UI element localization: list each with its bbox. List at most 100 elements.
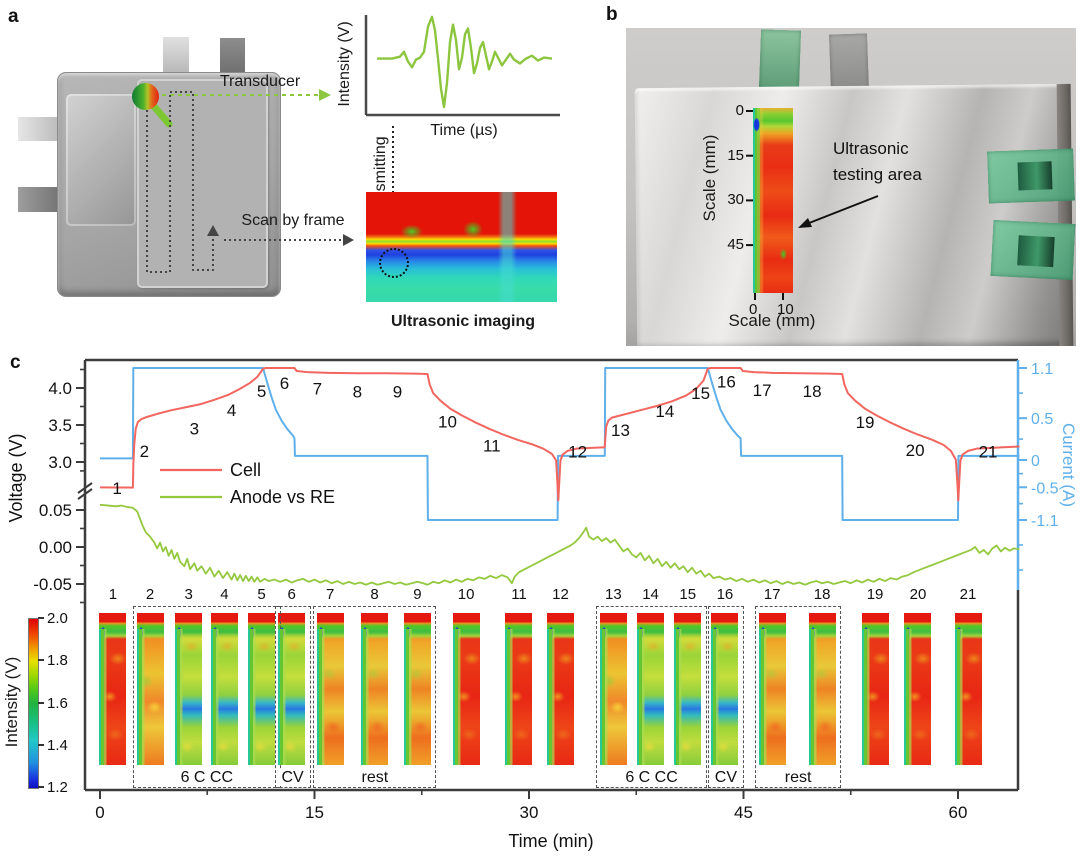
cycle-point-number: 21 xyxy=(979,443,998,462)
ultrasonic-frame xyxy=(808,613,836,765)
colorbar-tick xyxy=(38,617,44,619)
ultrasonic-frame xyxy=(316,613,344,765)
panel-b-ytick: 45 xyxy=(727,236,744,254)
phase-label: rest xyxy=(359,769,391,786)
frame-number: 4 xyxy=(220,586,229,603)
ultrasonic-frame xyxy=(599,613,627,765)
colorbar-tick-label: 2.0 xyxy=(47,610,68,627)
legend-label: Cell xyxy=(230,460,261,480)
cycle-point-number: 8 xyxy=(353,383,362,402)
ultrasonic-frame xyxy=(861,613,889,765)
ultrasonic-frame xyxy=(99,613,127,765)
cycle-point-number: 19 xyxy=(856,413,875,432)
frame-number: 10 xyxy=(457,586,475,603)
phase-box: rest xyxy=(755,606,842,788)
frame-number: 13 xyxy=(605,586,622,603)
ultrasonic-imaging-heatmap xyxy=(366,192,557,302)
intensity-colorbar xyxy=(28,618,39,789)
ultrasonic-frame xyxy=(210,613,238,765)
v-tick-label: 0.00 xyxy=(39,538,72,557)
colorbar-tick-label: 1.6 xyxy=(47,694,68,712)
frame-number: 21 xyxy=(959,586,977,603)
panel-b-yaxis-label: Scale (mm) xyxy=(700,134,719,222)
frame-number: 2 xyxy=(145,586,155,603)
cycle-point-number: 7 xyxy=(313,380,322,399)
ultrasonic-frame xyxy=(403,613,431,765)
current-axis-label: Current (A) xyxy=(1059,423,1078,507)
series-anode-vs-re xyxy=(99,503,1020,586)
x-tick-label: 45 xyxy=(734,803,753,822)
v-tick-label: 3.0 xyxy=(48,453,72,472)
frame-number: 19 xyxy=(866,586,884,603)
x-tick-label: 60 xyxy=(949,803,968,822)
phase-box: CV xyxy=(274,606,311,788)
cycle-point-number: 2 xyxy=(140,442,149,461)
annotation-arrowhead-icon xyxy=(798,218,812,228)
cycle-point-number: 5 xyxy=(257,382,266,401)
legend-label: Anode vs RE xyxy=(230,487,335,507)
ultrasonic-frame xyxy=(904,613,932,765)
frame-number: 11 xyxy=(511,586,527,603)
panel-b-xaxis-label: Scale (mm) xyxy=(728,311,816,330)
ultrasonic-frame xyxy=(175,613,203,765)
series-cell xyxy=(99,367,1020,502)
frame-number: 6 xyxy=(287,586,296,603)
phase-box: 6 C CC xyxy=(133,606,281,788)
phase-label: 6 C CC xyxy=(623,769,680,786)
i-tick-label: 1.1 xyxy=(1031,361,1053,378)
cycle-point-number: 6 xyxy=(280,374,289,393)
panel-b-ytick: 15 xyxy=(727,146,744,164)
colorbar-tick-label: 1.4 xyxy=(47,736,68,754)
colorbar-tick xyxy=(38,786,44,788)
frame-number: 17 xyxy=(763,586,781,603)
cycle-point-number: 10 xyxy=(438,412,457,431)
v-tick-label: 0.05 xyxy=(39,501,72,520)
phase-label: 6 C CC xyxy=(178,769,236,786)
cycle-point-number: 20 xyxy=(906,441,925,460)
scan-by-frame-label: Scan by frame xyxy=(241,212,345,229)
panel-b-xtick: 0 xyxy=(749,301,758,318)
ultrasonic-frame xyxy=(248,613,276,765)
panel-b-ytick: 30 xyxy=(727,191,744,209)
x-tick-label: 30 xyxy=(520,803,539,822)
colorbar-tick-label: 1.2 xyxy=(47,779,68,796)
phase-label: CV xyxy=(712,769,740,786)
transducer-icon xyxy=(132,83,159,110)
ultrasonic-imaging-caption: Ultrasonic imaging xyxy=(390,313,536,330)
waveform-ylabel: Intensity (V) xyxy=(336,21,353,107)
cycle-point-number: 15 xyxy=(691,384,710,403)
cycle-point-number: 13 xyxy=(611,421,630,440)
frame-number: 16 xyxy=(716,586,734,603)
frame-number: 15 xyxy=(679,586,697,603)
ultrasonic-frame xyxy=(674,613,702,765)
frame-number: 20 xyxy=(909,586,927,603)
ultrasonic-frame xyxy=(758,613,786,765)
time-axis-label: Time (min) xyxy=(508,831,593,851)
ultrasonic-frame xyxy=(954,613,982,765)
series-current xyxy=(100,367,1020,521)
ultrasonic-frame xyxy=(452,613,480,765)
cycle-point-number: 12 xyxy=(568,443,587,462)
scan-arrowhead-icon xyxy=(343,234,354,246)
battery-tab-icon xyxy=(18,117,62,141)
colorbar-tick xyxy=(38,701,44,704)
phase-box: CV xyxy=(707,606,744,788)
frame-number: 18 xyxy=(813,586,831,603)
v-tick-label: -0.05 xyxy=(33,575,72,594)
ultrasonic-frame xyxy=(278,613,306,765)
frame-number: 8 xyxy=(370,586,379,603)
frame-number: 3 xyxy=(184,586,193,603)
ultrasonic-frame xyxy=(136,613,164,765)
ultrasonic-frame xyxy=(711,613,739,765)
annotation-line2: testing area xyxy=(833,165,922,184)
i-tick-label: 0 xyxy=(1031,453,1040,470)
axis-break-mark xyxy=(77,488,93,500)
colorbar-tick-label: 1.8 xyxy=(47,652,68,670)
v-tick-label: 4.0 xyxy=(48,379,72,398)
colorbar-label: Intensity (V) xyxy=(2,656,21,748)
x-tick-label: 15 xyxy=(305,803,324,822)
battery-tab-icon xyxy=(18,187,62,212)
phase-box: 6 C CC xyxy=(596,606,707,788)
i-tick-label: 0.5 xyxy=(1031,411,1053,428)
